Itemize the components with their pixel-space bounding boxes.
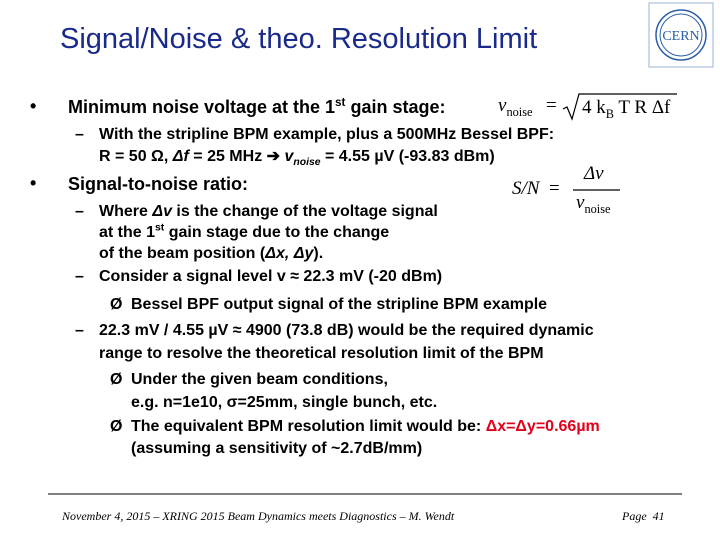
superscript: st <box>335 96 346 109</box>
dash: – <box>75 126 84 143</box>
symbol: T R Δf <box>613 97 671 118</box>
formula: vnoise <box>498 95 533 119</box>
arrow-bullet: Ø <box>110 296 123 313</box>
dash: – <box>75 322 84 339</box>
radical-sign <box>562 93 677 121</box>
highlight: Δx=Δy=0.66µm <box>485 418 600 435</box>
text-line: range to resolve the theoretical resolut… <box>99 345 544 362</box>
bullet: • <box>30 96 37 116</box>
text-line: Bessel BPF output signal of the striplin… <box>131 296 548 313</box>
symbol: S/N <box>512 178 540 199</box>
title: Signal/Noise & theo. Resolution Limit <box>60 23 538 55</box>
text: Where <box>99 203 153 220</box>
text: gain stage due to the change <box>164 224 390 241</box>
text: The equivalent BPM resolution limit woul… <box>131 418 486 435</box>
subscript: B <box>605 106 614 121</box>
text: R = 50 Ω, <box>99 148 173 165</box>
text-line: Under the given beam conditions, <box>131 371 388 388</box>
symbol: v <box>498 95 507 116</box>
bullet: • <box>30 173 37 193</box>
symbol: v <box>284 148 294 165</box>
text-line: The equivalent BPM resolution limit woul… <box>131 417 600 437</box>
symbol: v <box>576 192 585 213</box>
arrow-bullet: Ø <box>110 418 123 435</box>
text-line: Consider a signal level v ≈ 22.3 mV (-20… <box>99 268 443 285</box>
subscript: noise <box>584 201 611 216</box>
text-line: Signal-to-noise ratio: <box>68 174 248 194</box>
text: = 4.55 µV (-93.83 dBm) <box>320 148 495 165</box>
text-line: Where Δv is the change of the voltage si… <box>99 202 438 222</box>
dash: – <box>75 268 84 285</box>
logo-ring <box>659 13 703 57</box>
subscript: noise <box>293 157 321 169</box>
logo-text: CERN <box>662 29 699 44</box>
fraction-bar <box>573 189 620 191</box>
text: gain stage: <box>345 97 446 117</box>
numerator: Δv <box>584 164 604 184</box>
symbol: 4 k <box>582 97 606 118</box>
text: at the 1 <box>99 224 156 241</box>
footer-rule <box>48 493 682 495</box>
superscript: st <box>155 222 165 234</box>
page-number: Page 41 <box>622 509 665 523</box>
text-line: of the beam position (Δx, Δy). <box>99 244 323 264</box>
text-line: R = 50 Ω, Δf = 25 MHz ➔ vnoise = 4.55 µV… <box>99 147 495 169</box>
footer-text: November 4, 2015 – XRING 2015 Beam Dynam… <box>62 509 455 523</box>
text-line: (assuming a sensitivity of ~2.7dB/mm) <box>131 440 423 457</box>
text: Δv <box>152 203 172 220</box>
equals: = <box>549 178 560 199</box>
logo-ring <box>655 9 707 61</box>
symbol: Δv <box>584 163 604 184</box>
arrow-bullet: Ø <box>110 371 123 388</box>
equals: = <box>546 95 557 116</box>
text: = 25 MHz <box>188 148 267 165</box>
text: is the change of the voltage signal <box>171 203 438 220</box>
dash: – <box>75 203 84 220</box>
denominator: vnoise <box>576 192 611 216</box>
radical <box>562 93 677 121</box>
text-line: Minimum noise voltage at the 1st gain st… <box>68 97 445 117</box>
text-line: e.g. n=1e10, σ=25mm, single bunch, etc. <box>131 394 438 411</box>
formula: 4 kB T R Δf <box>582 97 671 121</box>
text: Minimum noise voltage at the 1 <box>68 97 336 117</box>
text: Δf <box>172 148 189 165</box>
formula: S/N <box>512 179 539 199</box>
text-line: With the stripline BPM example, plus a 5… <box>99 126 555 143</box>
text: ). <box>313 245 324 262</box>
text: of the beam position ( <box>99 245 266 262</box>
text-line: at the 1st gain stage due to the change <box>99 223 389 243</box>
text-line: 22.3 mV / 4.55 µV ≈ 4900 (73.8 dB) would… <box>99 322 594 339</box>
subscript: noise <box>506 104 533 119</box>
text: Δx, Δy <box>265 245 314 262</box>
logo: CERN <box>648 2 714 68</box>
arrow: ➔ <box>266 148 281 165</box>
